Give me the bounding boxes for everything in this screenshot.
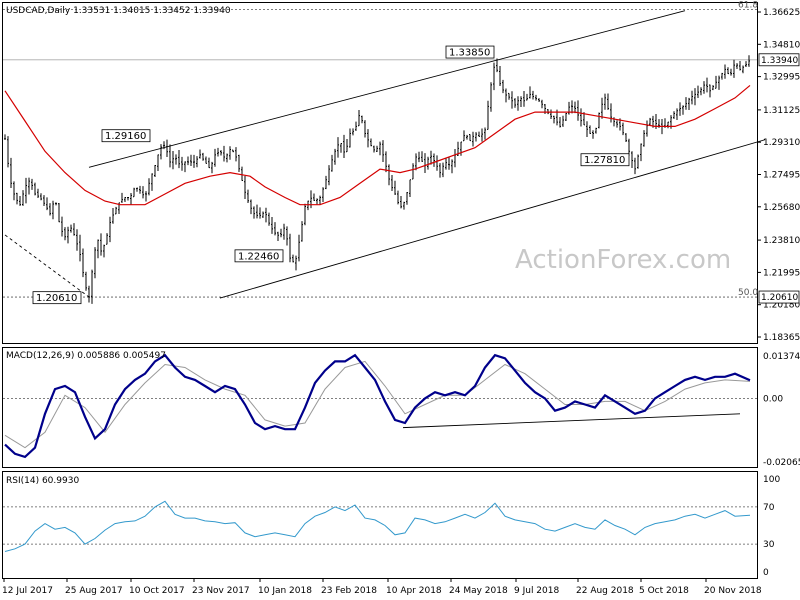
annotation-box-4 bbox=[580, 153, 630, 167]
macd-plot bbox=[3, 353, 757, 459]
macd-trendline bbox=[402, 413, 741, 429]
annotation-box-1 bbox=[101, 129, 151, 143]
price-plot: 61.8 50.0 1.20610 1.29160 1.22460 1.33850 1.27… bbox=[3, 1, 766, 305]
rsi-ytick-label: 0 bbox=[763, 568, 769, 578]
x-tick-label: 23 Feb 2018 bbox=[321, 586, 377, 596]
annotation-box-2 bbox=[234, 249, 284, 263]
annotation-box-3 bbox=[445, 45, 495, 59]
macd-title: MACD(12,26,9) 0.005886 0.005497 bbox=[6, 351, 166, 361]
watermark: ActionForex.com bbox=[515, 245, 731, 275]
x-tick-label: 5 Oct 2018 bbox=[639, 586, 689, 596]
rsi-panel-frame bbox=[2, 471, 758, 579]
macd-ytick-label: 0.00 bbox=[763, 394, 783, 404]
price-ytick-label: 1.20180 bbox=[763, 301, 800, 311]
fib-label-0: 61.8 bbox=[738, 1, 758, 11]
x-tick-label: 23 Nov 2017 bbox=[192, 586, 250, 596]
price-ytick-label: 1.36625 bbox=[763, 8, 800, 18]
price-right-box-0 bbox=[758, 53, 800, 67]
annotation-label-0: 1.20610 bbox=[36, 293, 77, 304]
macd-line bbox=[4, 353, 751, 459]
macd-ytick-label: -0.020652 bbox=[763, 458, 800, 468]
price-ytick-label: 1.31125 bbox=[763, 106, 800, 116]
rsi-line bbox=[4, 500, 751, 552]
price-ytick-label: 1.29310 bbox=[763, 138, 800, 148]
rsi-ytick-label: 100 bbox=[763, 475, 780, 485]
annotation-label-1: 1.29160 bbox=[105, 131, 146, 142]
annotation-label-4: 1.27810 bbox=[584, 155, 625, 166]
price-ytick-label: 1.23810 bbox=[763, 236, 800, 246]
price-ytick-label: 1.25680 bbox=[763, 203, 800, 213]
price-right-label-0: 1.33940 bbox=[761, 56, 798, 66]
macd-signal-line bbox=[4, 360, 751, 449]
price-title: USDCAD,Daily 1.33531 1.34015 1.33452 1.3… bbox=[6, 6, 231, 16]
x-tick-label: 24 May 2018 bbox=[449, 586, 508, 596]
x-tick-label: 22 Aug 2018 bbox=[576, 586, 634, 596]
price-right-box-1 bbox=[758, 290, 800, 304]
macd-ytick-label: 0.013745 bbox=[763, 352, 800, 362]
axes: 1.36625 1.34810 1.32995 1.31125 1.29310 1.274… bbox=[2, 8, 800, 596]
price-ytick-label: 1.32995 bbox=[763, 73, 800, 83]
annotation-box-0 bbox=[32, 291, 82, 305]
rsi-title: RSI(14) 60.9930 bbox=[6, 476, 79, 486]
x-tick-label: 25 Aug 2017 bbox=[65, 586, 123, 596]
moving-average-line bbox=[4, 84, 751, 206]
channel-upper-line bbox=[88, 10, 686, 168]
x-tick-label: 12 Jul 2017 bbox=[2, 586, 53, 596]
rsi-ytick-label: 70 bbox=[763, 503, 775, 513]
rsi-plot bbox=[3, 500, 757, 552]
x-tick-label: 9 Jul 2018 bbox=[514, 586, 559, 596]
price-ytick-label: 1.34810 bbox=[763, 40, 800, 50]
x-tick-label: 20 Nov 2018 bbox=[704, 586, 762, 596]
price-ytick-label: 1.21995 bbox=[763, 268, 800, 278]
x-tick-label: 10 Apr 2018 bbox=[386, 586, 442, 596]
macd-panel-frame bbox=[2, 347, 758, 468]
x-tick-label: 10 Oct 2017 bbox=[129, 586, 185, 596]
price-ytick-label: 1.18365 bbox=[763, 333, 800, 343]
x-tick-label: 10 Jan 2018 bbox=[258, 586, 312, 596]
channel-lower-line bbox=[219, 139, 766, 299]
fib-label-1: 50.0 bbox=[738, 288, 758, 298]
rsi-ytick-label: 30 bbox=[763, 540, 775, 550]
annotation-label-2: 1.22460 bbox=[238, 251, 279, 262]
annotation-label-3: 1.33850 bbox=[449, 48, 490, 59]
price-ytick-label: 1.27495 bbox=[763, 171, 800, 181]
price-right-label-1: 1.20610 bbox=[761, 293, 798, 303]
price-panel-frame bbox=[2, 2, 758, 344]
